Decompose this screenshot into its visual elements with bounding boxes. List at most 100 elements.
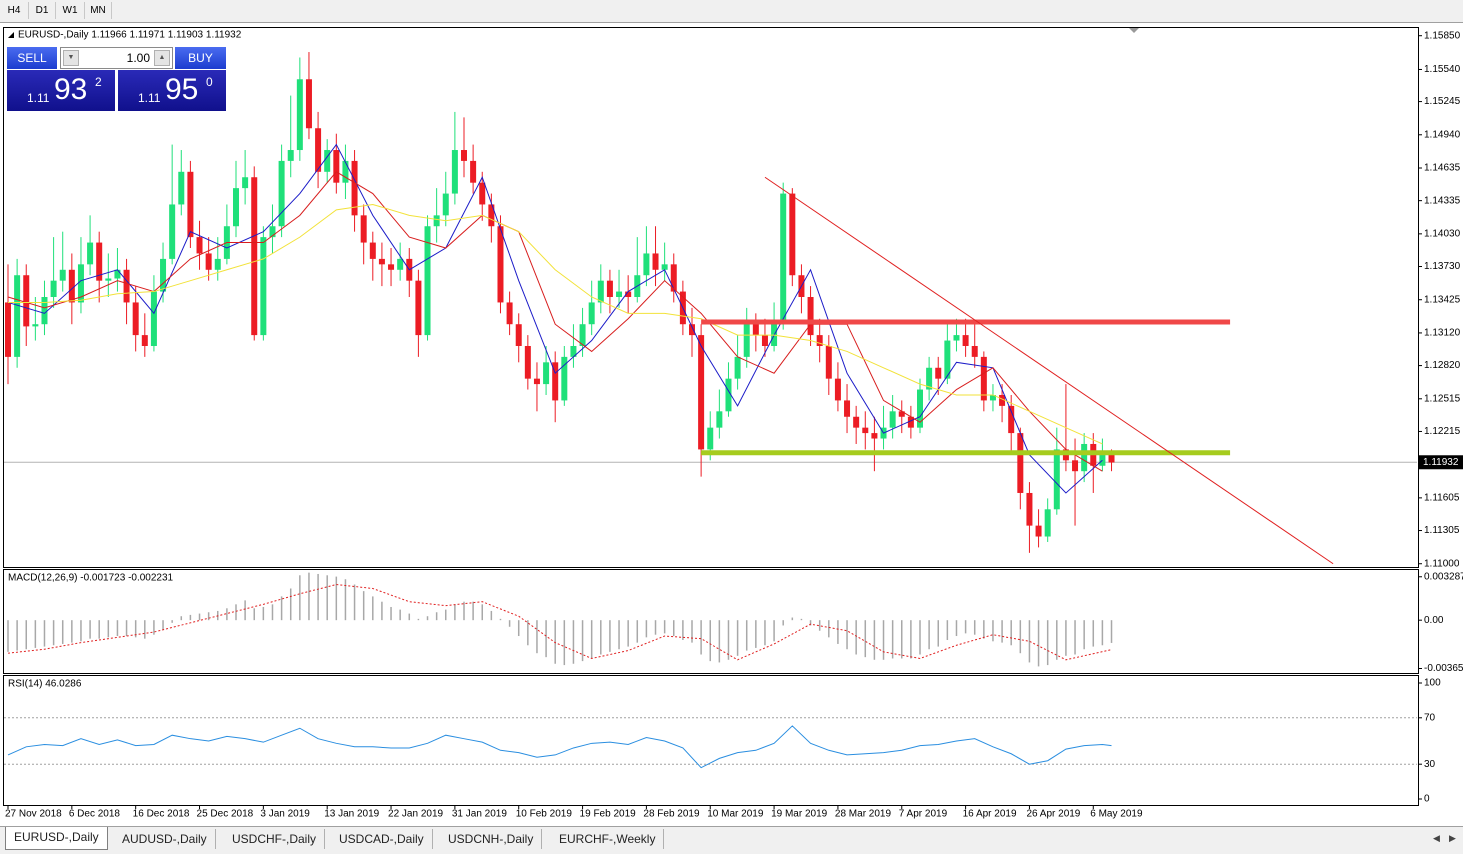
candle-body xyxy=(105,278,112,281)
timeframe-button[interactable]: H4 xyxy=(0,2,29,19)
chart-tab[interactable]: AUDUSD-,Daily xyxy=(114,829,216,849)
candle-body xyxy=(415,280,422,336)
candle-body xyxy=(725,378,732,412)
tab-next[interactable]: ▶ xyxy=(1449,833,1456,843)
candle-body xyxy=(77,264,84,303)
candle-body xyxy=(606,280,613,297)
y-tick-label: 1.14030 xyxy=(1424,228,1461,239)
candle-body xyxy=(497,226,504,303)
chart-tab[interactable]: USDCHF-,Daily xyxy=(224,829,325,849)
lot-field[interactable]: ▼ 1.00 ▲ xyxy=(60,47,173,69)
y-tick-label: 70 xyxy=(1424,712,1436,723)
macd-panel xyxy=(3,569,1419,674)
y-tick-label: -0.003659 xyxy=(1424,663,1463,674)
candle-body xyxy=(533,378,540,385)
candle-body xyxy=(187,171,194,238)
timeframe-button[interactable]: W1 xyxy=(56,2,85,19)
price-plot xyxy=(4,52,1417,565)
chart-tab[interactable]: USDCNH-,Daily xyxy=(440,829,543,849)
candle-body xyxy=(424,226,431,336)
x-tick-label: 26 Apr 2019 xyxy=(1026,809,1080,820)
candle-body xyxy=(670,264,677,292)
y-tick-label: 1.13730 xyxy=(1424,261,1461,272)
y-tick-label: 1.11605 xyxy=(1424,493,1460,504)
chart-tabs: EURUSD-,Daily AUDUSD-,Daily USDCHF-,Dail… xyxy=(0,826,1463,854)
chart-tab[interactable]: USDCAD-,Daily xyxy=(331,829,433,849)
ask-price[interactable]: 1.11 95 0 xyxy=(118,70,226,111)
candle-body xyxy=(661,264,668,270)
main-panel xyxy=(3,27,1419,568)
candle-body xyxy=(260,237,267,336)
bid-price[interactable]: 1.11 93 2 xyxy=(7,70,115,111)
candle-body xyxy=(789,193,796,276)
y-tick-label: 1.13120 xyxy=(1424,328,1461,339)
candle-body xyxy=(780,193,787,325)
candle-body xyxy=(150,291,157,346)
x-tick-label: 28 Feb 2019 xyxy=(643,809,700,820)
moving-average xyxy=(7,171,1103,472)
candle-body xyxy=(625,291,632,297)
fraction: 0 xyxy=(206,75,213,89)
pips: 95 xyxy=(165,73,199,106)
y-tick-label: 1.13425 xyxy=(1424,294,1461,305)
candle-body xyxy=(324,150,331,172)
candle-body xyxy=(989,394,996,401)
candle-body xyxy=(707,427,714,450)
candle-body xyxy=(889,411,896,428)
candle-body xyxy=(269,226,276,238)
timeframe-button[interactable]: D1 xyxy=(29,2,56,19)
candle-body xyxy=(132,302,139,336)
candle-body xyxy=(844,400,851,417)
x-tick-label: 6 Dec 2018 xyxy=(69,809,121,820)
macd-plot xyxy=(7,572,1113,667)
candle-body xyxy=(1017,433,1024,493)
candle-body xyxy=(616,291,623,297)
candle-body xyxy=(369,242,376,259)
candle-body xyxy=(689,324,695,336)
candle-body xyxy=(342,160,349,183)
big-figure: 1.11 xyxy=(27,91,50,105)
y-tick-label: 1.12215 xyxy=(1424,426,1461,437)
lot-up[interactable]: ▲ xyxy=(154,50,170,66)
candle-body xyxy=(242,177,249,189)
x-tick-label: 10 Mar 2019 xyxy=(707,809,764,820)
chart-tab[interactable]: EURCHF-,Weekly xyxy=(551,829,665,849)
sell-button[interactable]: SELL xyxy=(7,47,57,69)
candle-body xyxy=(96,242,103,281)
tab-prev[interactable]: ◀ xyxy=(1433,833,1440,843)
y-tick-label: 1.15540 xyxy=(1424,64,1461,75)
collapse-icon[interactable] xyxy=(8,32,14,38)
x-tick-label: 25 Dec 2018 xyxy=(197,809,254,820)
candle-body xyxy=(123,269,130,303)
timeframe-button[interactable]: MN xyxy=(85,2,112,19)
shift-marker xyxy=(1129,28,1139,33)
candle-body xyxy=(1081,443,1088,472)
candle-body xyxy=(479,182,486,205)
y-tick-label: 0.00 xyxy=(1424,615,1444,626)
candle-body xyxy=(397,258,404,270)
candle-body xyxy=(50,280,57,297)
y-tick-label: 1.15245 xyxy=(1424,96,1461,107)
candle-body xyxy=(278,160,285,227)
candle-body xyxy=(853,416,860,428)
candle-body xyxy=(305,79,312,129)
lot-down[interactable]: ▼ xyxy=(63,50,79,66)
candle-body xyxy=(351,160,358,216)
candle-body xyxy=(698,335,705,450)
candle-body xyxy=(1072,460,1079,472)
candle-body xyxy=(588,302,595,325)
candle-body xyxy=(451,150,458,194)
buy-button[interactable]: BUY xyxy=(175,47,226,69)
candle-body xyxy=(734,356,741,379)
macd-title: MACD(12,26,9) -0.001723 -0.002231 xyxy=(8,573,174,584)
candle-body xyxy=(524,345,531,379)
candle-body xyxy=(1099,454,1106,466)
candle-body xyxy=(579,324,586,346)
candle-body xyxy=(114,269,121,279)
candle-body xyxy=(917,389,923,428)
chart-tab[interactable]: EURUSD-,Daily xyxy=(5,827,108,850)
candle-body xyxy=(643,253,650,276)
x-tick-label: 6 May 2019 xyxy=(1090,809,1143,820)
